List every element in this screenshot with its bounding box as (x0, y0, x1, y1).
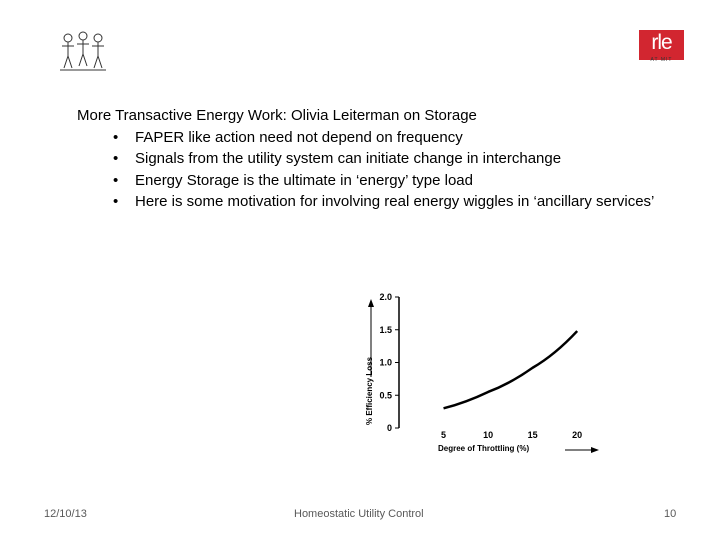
y-tick-label: 0.5 (379, 390, 392, 400)
rle-logo: rle (639, 30, 684, 60)
bullet-marker: • (113, 171, 119, 189)
bullet-list: • FAPER like action need not depend on fr… (77, 127, 677, 213)
slide-title: More Transactive Energy Work: Olivia Lei… (77, 107, 477, 124)
group-figures-logo-icon (60, 31, 106, 71)
y-tick-label: 2.0 (379, 292, 392, 302)
page-number: 10 (664, 508, 677, 520)
x-axis-label: Degree of Throttling (%) (438, 444, 529, 453)
bullet-text: Energy Storage is the ultimate in ‘energ… (135, 171, 473, 189)
bullet-marker: • (113, 150, 119, 167)
x-tick-label: 15 (528, 430, 538, 440)
y-axis-label: % Efficiency Loss (365, 356, 374, 425)
bullet-item: • FAPER like action need not depend on fr… (77, 127, 677, 149)
bullet-marker: • (113, 128, 119, 146)
footer-title: Homeostatic Utility Control (294, 508, 424, 520)
y-tick-label: 1.0 (379, 358, 392, 368)
footer-date: 12/10/13 (44, 508, 87, 520)
bullet-item: • Energy Storage is the ultimate in ‘ener… (77, 170, 677, 192)
bullet-item: • Signals from the utility system can ini… (77, 148, 677, 170)
slide-content: More Transactive Energy Work: Olivia Lei… (77, 105, 677, 213)
bullet-text: Here is some motivation for involving re… (135, 193, 655, 210)
x-tick-label: 5 (441, 430, 446, 440)
bullet-text: FAPER like action need not depend on fre… (135, 128, 463, 146)
y-tick-label: 0 (387, 423, 392, 433)
x-tick-label: 10 (483, 430, 493, 440)
bullet-item: • Here is some motivation for involving r… (77, 191, 677, 213)
y-tick-label: 1.5 (379, 325, 392, 335)
bullet-marker: • (113, 193, 119, 210)
series-line (443, 330, 579, 410)
x-axis-arrowhead (591, 447, 599, 453)
bullet-text: Signals from the utility system can init… (135, 150, 562, 167)
efficiency-loss-chart: % Efficiency Loss Degree of Throttling (… (365, 292, 599, 453)
x-tick-label: 20 (572, 430, 582, 440)
y-axis-arrowhead (368, 299, 374, 307)
rle-logo-subtext: AT MIT (650, 57, 673, 63)
